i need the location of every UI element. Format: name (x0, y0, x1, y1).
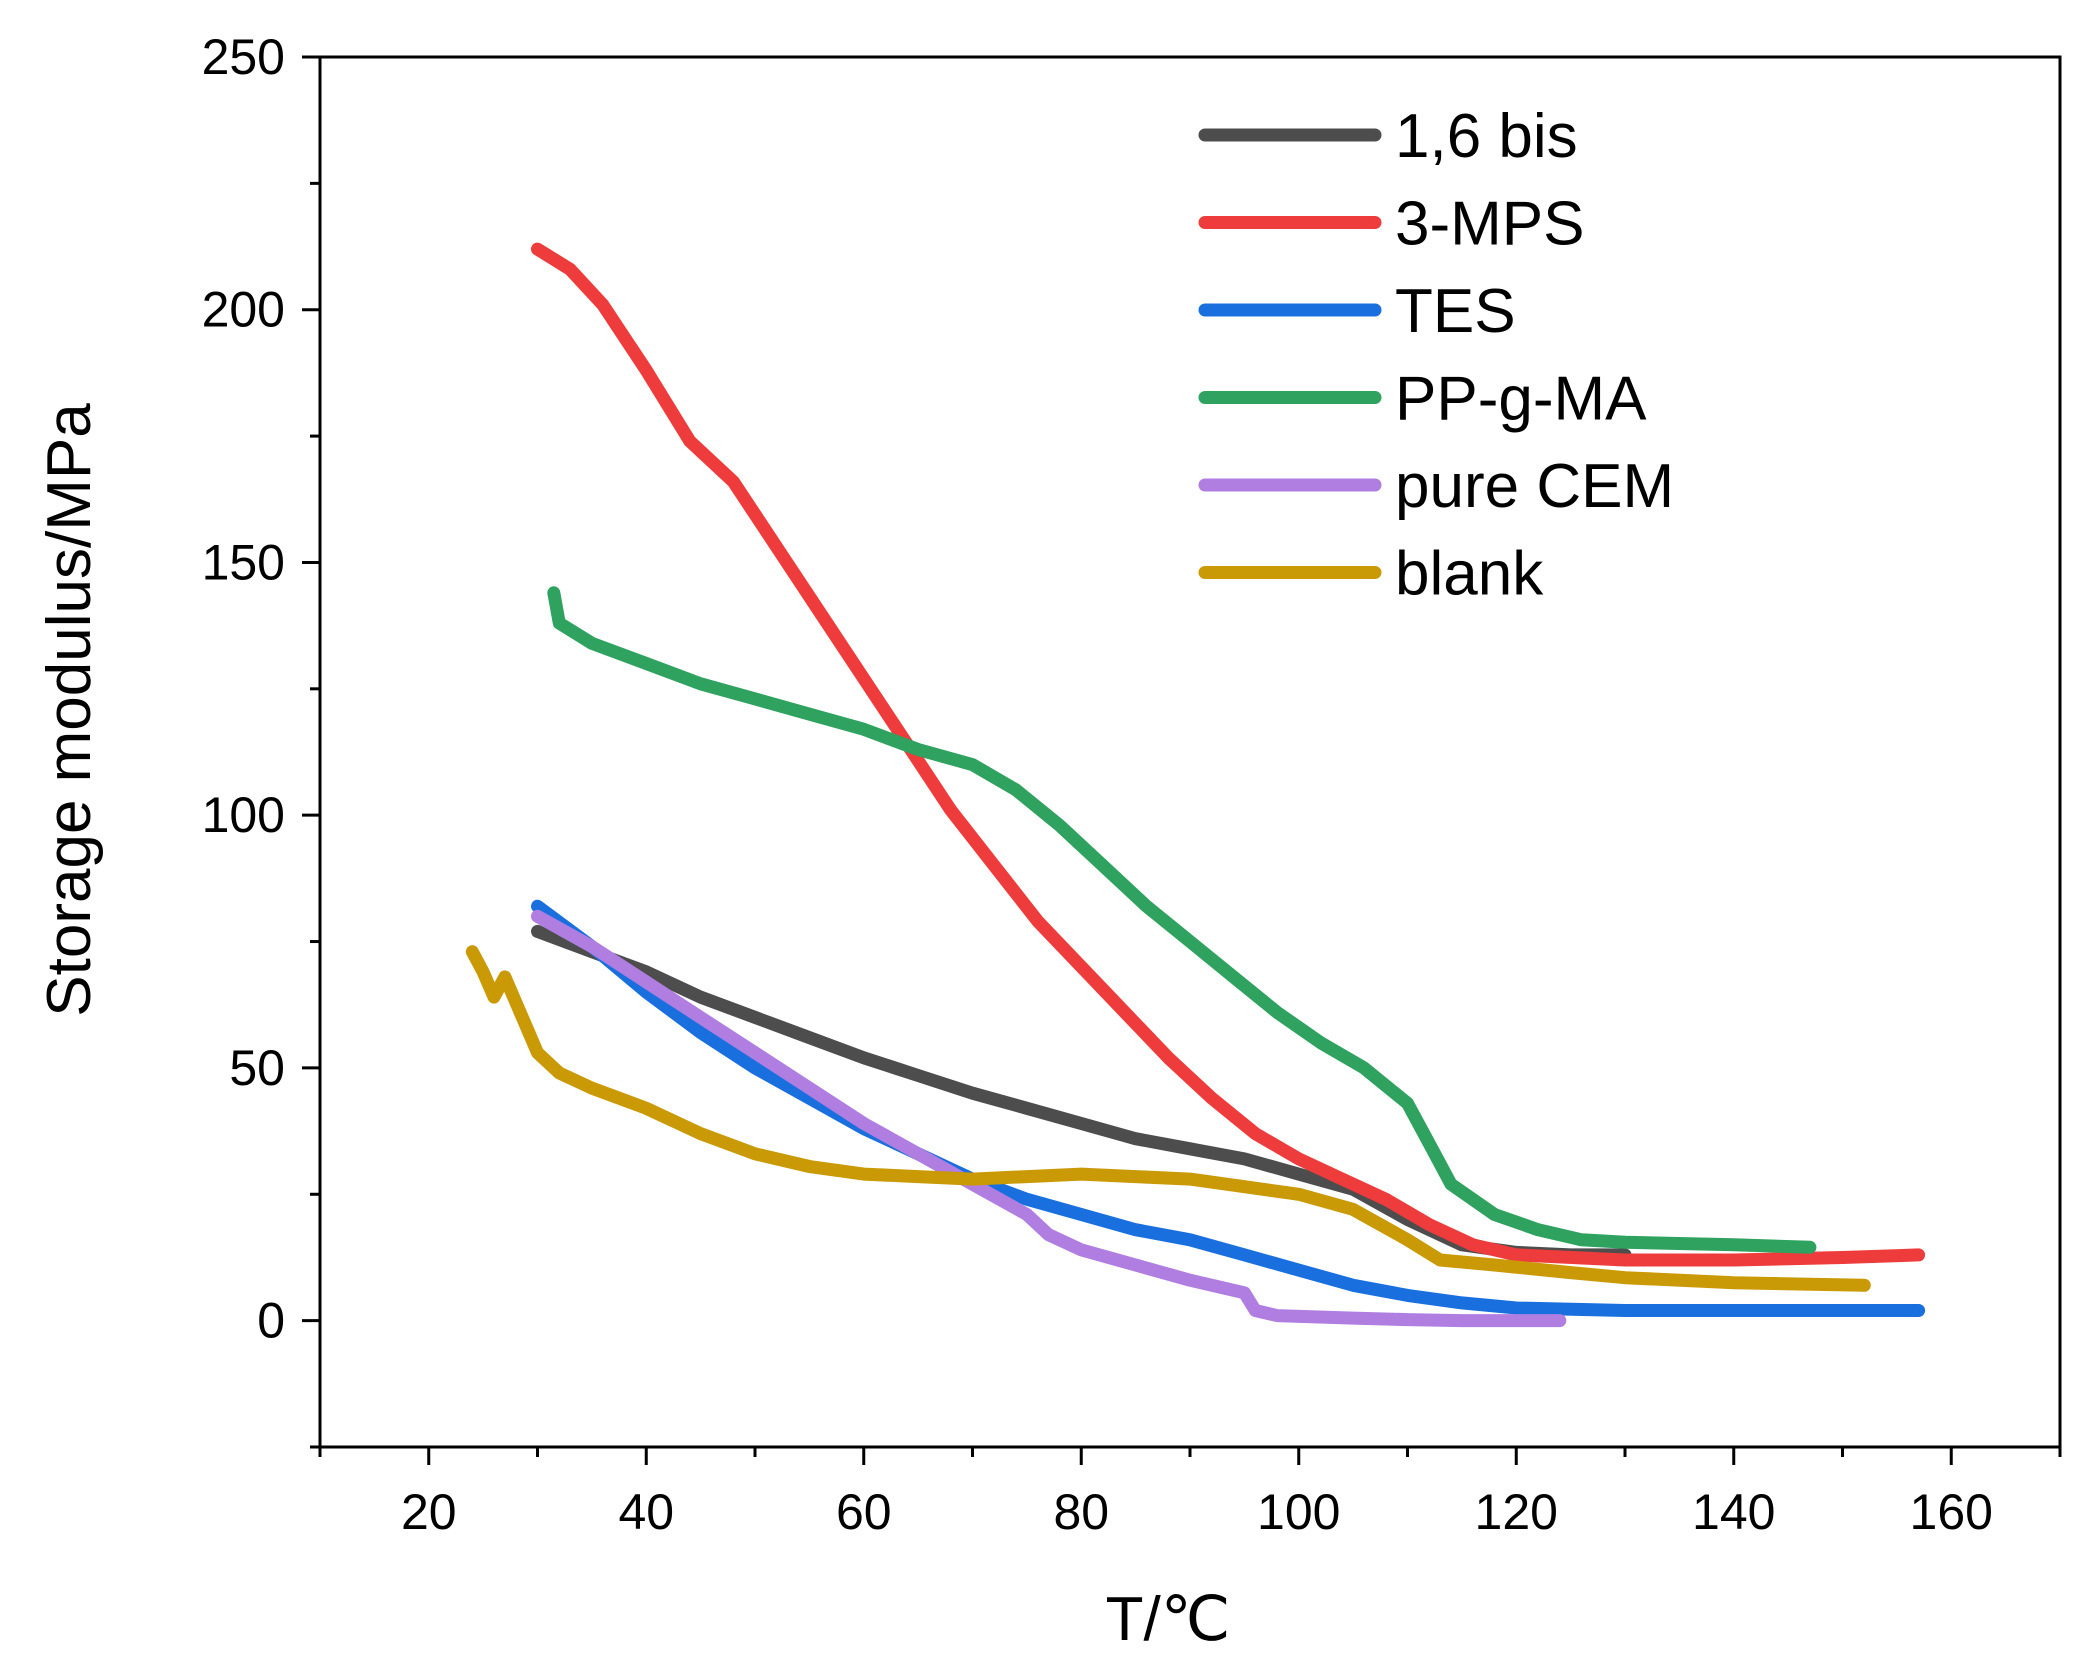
y-tick-label: 50 (229, 1040, 285, 1096)
legend-label-blank: blank (1395, 540, 1544, 609)
x-tick-label: 100 (1257, 1484, 1340, 1540)
y-axis-ticks: 0 50 100 150 200 250 (202, 29, 320, 1449)
series-line-1-6-bis (531, 924, 1632, 1262)
legend-label-pp-g-ma: PP-g-MA (1395, 365, 1647, 434)
y-axis-title: Storage modulus/MPa (35, 403, 104, 1017)
x-tick-label: 80 (1053, 1484, 1109, 1540)
y-tick-label: 150 (202, 534, 285, 590)
legend-label-pure-cem: pure CEM (1395, 452, 1674, 521)
x-axis-title: T/℃ (1106, 1585, 1231, 1654)
x-tick-label: 120 (1475, 1484, 1558, 1540)
y-tick-label: 100 (202, 787, 285, 843)
legend-label-tes: TES (1395, 277, 1516, 346)
legend-label-3-mps: 3-MPS (1395, 190, 1584, 259)
series-line-blank (465, 945, 1871, 1292)
x-tick-label: 40 (618, 1484, 674, 1540)
series-line-pure-cem (531, 909, 1567, 1328)
x-tick-label: 140 (1692, 1484, 1775, 1540)
series-layer (465, 242, 1926, 1328)
series-line-pp-g-ma (547, 586, 1817, 1254)
x-axis-ticks: 20 40 60 80 100 120 140 160 (318, 1447, 2062, 1540)
x-tick-label: 20 (401, 1484, 457, 1540)
series-line-3-mps (531, 242, 1926, 1267)
legend: 1,6 bis 3-MPS TES PP-g-MA pure CEM blank (1198, 102, 1674, 609)
legend-label-1-6-bis: 1,6 bis (1395, 102, 1578, 171)
series-line-tes (531, 899, 1926, 1317)
x-tick-label: 60 (836, 1484, 892, 1540)
y-tick-label: 200 (202, 282, 285, 338)
x-tick-label: 160 (1910, 1484, 1993, 1540)
y-tick-label: 250 (202, 29, 285, 85)
y-tick-label: 0 (257, 1293, 285, 1349)
